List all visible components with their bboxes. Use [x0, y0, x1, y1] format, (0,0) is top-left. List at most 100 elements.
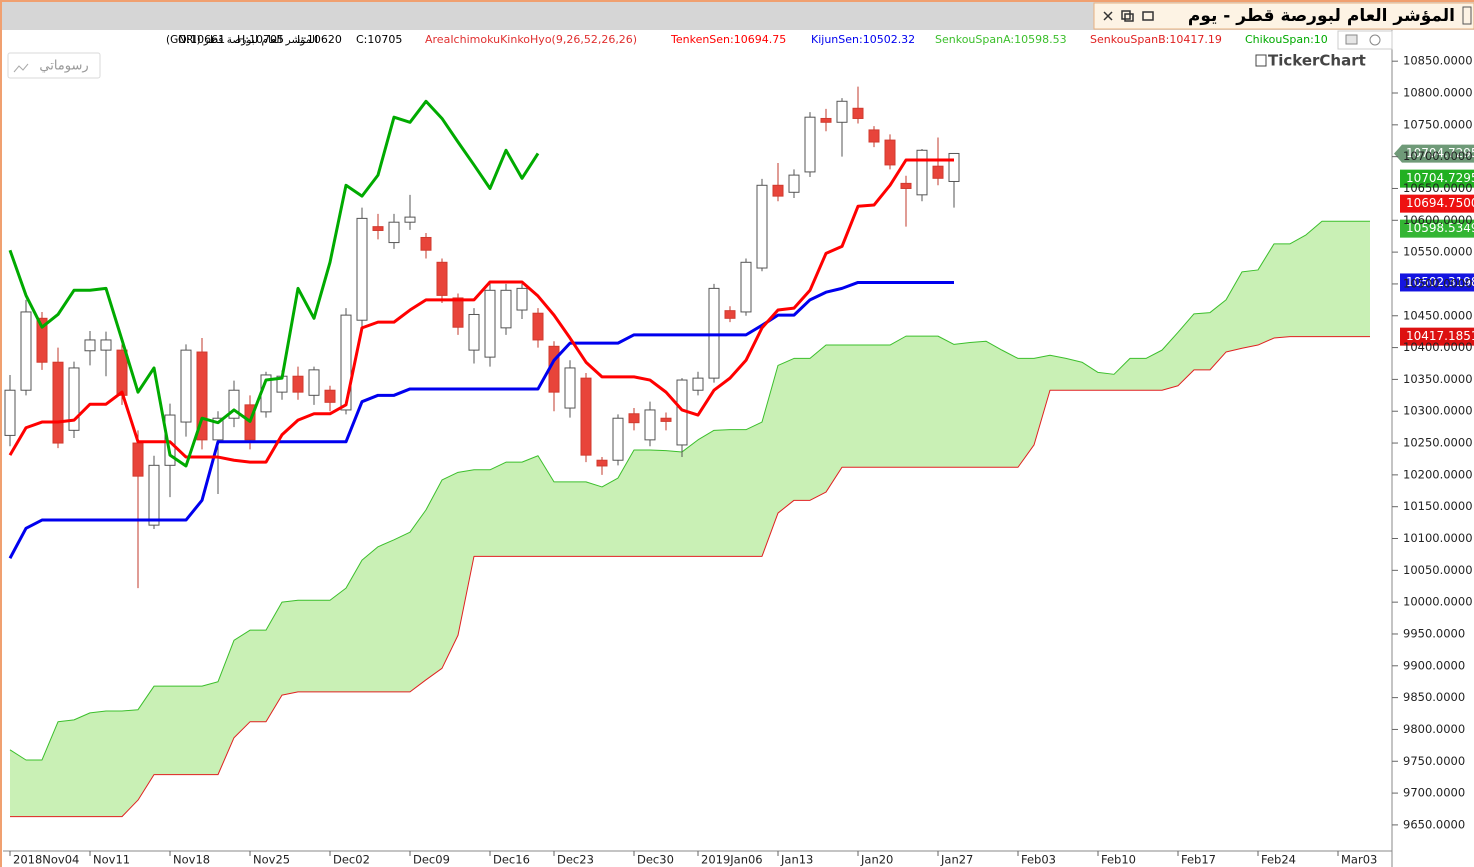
candle-body [628, 413, 640, 424]
ohlc-label: H:10705 [237, 33, 284, 46]
candle-body [884, 139, 896, 166]
candle-body [468, 313, 480, 351]
candle-body [580, 377, 592, 456]
y-tick-label: 10100.0000 [1403, 531, 1473, 545]
candle-body [52, 361, 64, 444]
candle-body [596, 459, 608, 467]
y-tick-label: 10700.0000 [1403, 149, 1473, 163]
candle-body [484, 289, 496, 358]
candle-body [132, 442, 144, 477]
price-tag [1400, 273, 1474, 292]
legend-entry: KijunSen:10502.32 [811, 33, 915, 46]
drawings-button-label[interactable]: رسوماتي [39, 59, 88, 74]
candle-body [68, 367, 80, 431]
candle-body [756, 184, 768, 269]
candle-body [212, 417, 224, 441]
candle-body [788, 174, 800, 193]
x-tick-label: Mar03 [1341, 853, 1377, 867]
candle-body [692, 377, 704, 391]
candle-body [820, 117, 832, 123]
line-series [10, 336, 1370, 818]
candle-body [852, 107, 864, 119]
candle-body [340, 314, 352, 411]
legend-entry: TenkenSen:10694.75 [670, 33, 786, 46]
y-tick-label: 9850.0000 [1403, 690, 1465, 704]
candle-body [804, 116, 816, 173]
candle-body [532, 312, 544, 341]
price-tag [1394, 144, 1474, 163]
x-tick-label: 2018Nov04 [13, 853, 79, 867]
candle-body [84, 339, 96, 352]
legend-entry: ChikouSpan:10 [1245, 33, 1328, 46]
indicator-label: AreaIchimokuKinkoHyo(9,26,52,26,26) [425, 33, 637, 46]
candle-body [436, 261, 448, 296]
candle-body [228, 389, 240, 419]
symbol-label: المؤشر العام لبورصة قطر (GNRI) [166, 34, 318, 46]
y-tick-label: 9800.0000 [1403, 722, 1465, 736]
x-tick-label: Dec16 [493, 853, 530, 867]
price-tag [1400, 194, 1474, 213]
candle-body [36, 317, 48, 363]
candle-body [164, 414, 176, 466]
logo-icon [1255, 54, 1267, 67]
candle-body [740, 261, 752, 313]
candle-body [516, 287, 528, 311]
y-tick-label: 10400.0000 [1403, 340, 1473, 354]
drawings-icon [13, 63, 29, 73]
line-series [8, 280, 954, 559]
y-tick-label: 10250.0000 [1403, 436, 1473, 450]
y-tick-label: 10600.0000 [1403, 213, 1473, 227]
x-tick-label: Feb03 [1021, 853, 1056, 867]
y-tick-label: 10800.0000 [1403, 86, 1473, 100]
x-tick-label: Feb24 [1261, 853, 1296, 867]
candle-body [372, 226, 384, 231]
price-tag [1400, 169, 1474, 188]
y-tick-label: 10650.0000 [1403, 181, 1473, 195]
line-series [9, 220, 1370, 761]
cloud [10, 221, 1370, 817]
candle-body [932, 165, 944, 179]
window-icons[interactable] [1103, 10, 1154, 22]
candle-body [900, 182, 912, 189]
ohlc-label: C:10705 [356, 33, 402, 46]
legend-entry: SenkouSpanA:10598.53 [935, 33, 1067, 46]
price-tag-label: 10704.7295 [1406, 171, 1474, 185]
y-tick-label: 9900.0000 [1403, 658, 1465, 672]
y-tick-label: 10350.0000 [1403, 372, 1473, 386]
candle-body [772, 184, 784, 197]
candle-body [196, 351, 208, 441]
candle-body [308, 369, 320, 396]
candle-body [724, 310, 736, 319]
y-tick-label: 9650.0000 [1403, 817, 1465, 831]
y-tick-label: 10550.0000 [1403, 245, 1473, 259]
price-tag-label: 10598.5349 [1406, 221, 1474, 235]
candle-body [356, 217, 368, 321]
ohlc-label: O:10661 [178, 33, 225, 46]
candle-body [4, 389, 16, 436]
candle-body [452, 297, 464, 328]
price-tag-label: 10502.3198 [1406, 275, 1474, 289]
drawings-button[interactable] [7, 52, 101, 79]
x-tick-label: Dec09 [413, 853, 450, 867]
y-tick-label: 10750.0000 [1403, 117, 1473, 131]
candle-body [868, 129, 880, 143]
candle-body [148, 464, 160, 526]
y-tick-label: 10500.0000 [1403, 276, 1473, 290]
y-tick-label: 10300.0000 [1403, 404, 1473, 418]
y-tick-label: 10200.0000 [1403, 467, 1473, 481]
x-tick-label: Dec23 [557, 853, 594, 867]
y-tick-label: 10150.0000 [1403, 499, 1473, 513]
y-tick-label: 9750.0000 [1403, 754, 1465, 768]
candle-body [660, 417, 672, 422]
candle-body [116, 349, 128, 396]
candle-body [180, 349, 192, 423]
x-tick-label: Nov11 [93, 853, 130, 867]
x-tick-label: Dec02 [333, 853, 370, 867]
x-tick-label: Nov25 [253, 853, 290, 867]
candle-body [644, 409, 656, 441]
price-tag-label: 10417.1851 [1406, 329, 1474, 343]
watermark: TickerChart [1268, 52, 1366, 70]
x-tick-label: Feb10 [1101, 853, 1136, 867]
candle-body [420, 236, 432, 251]
